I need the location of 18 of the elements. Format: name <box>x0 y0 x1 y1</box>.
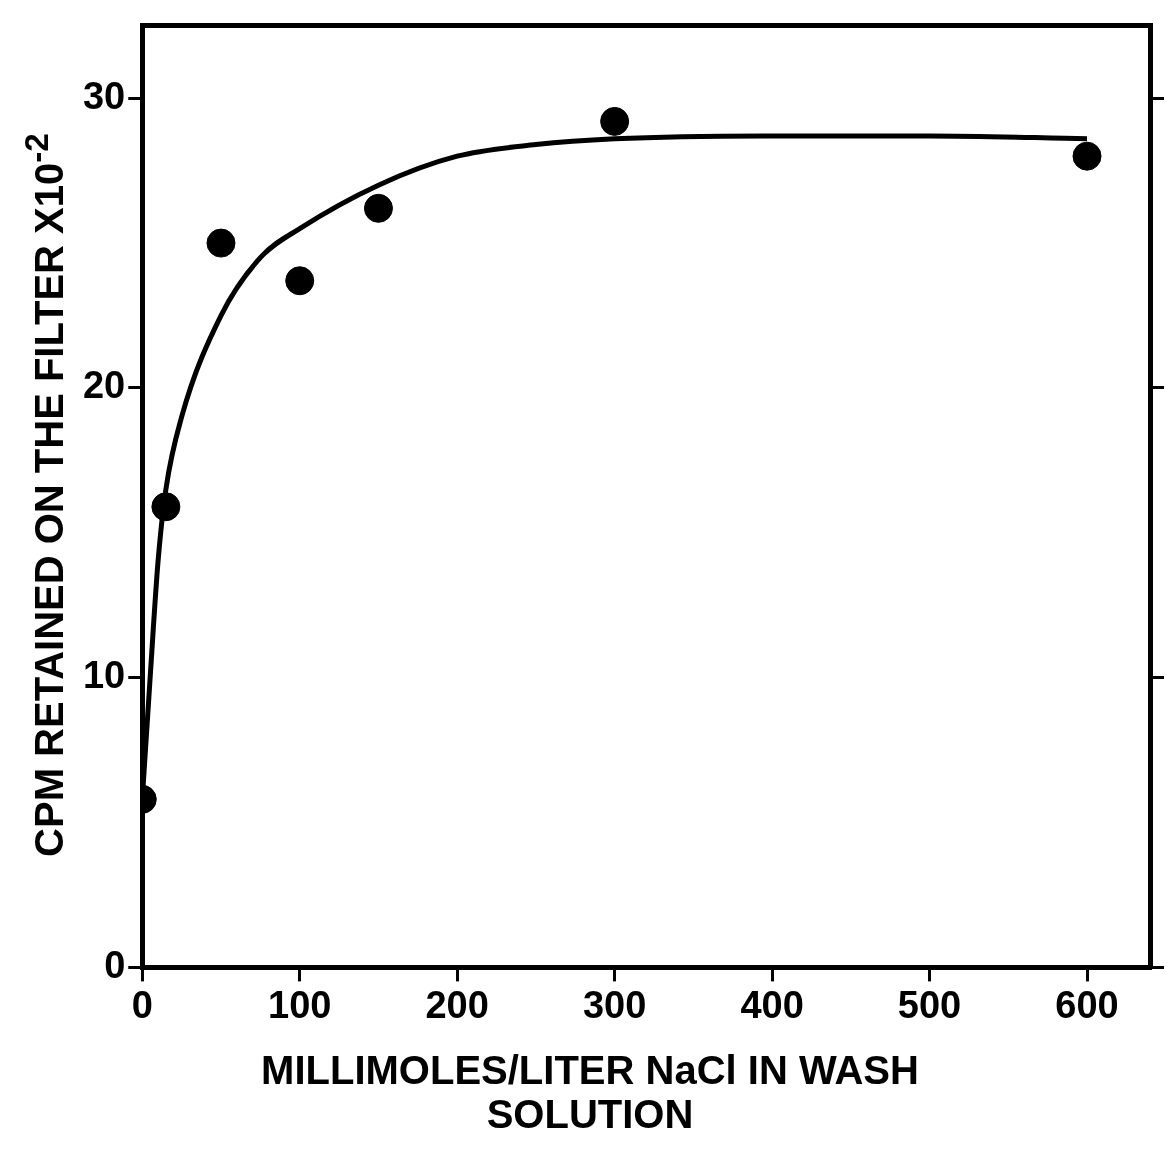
y-tick-label: 20 <box>82 364 126 407</box>
x-tick-label: 600 <box>1055 983 1119 1026</box>
x-tick-label: 300 <box>582 983 647 1026</box>
y-tick-label: 10 <box>82 654 126 697</box>
point <box>206 228 236 258</box>
x-axis-title: MILLIMOLES/LITER NaCl IN WASH SOLUTION <box>260 1048 920 1136</box>
x-tick-label: 500 <box>897 983 962 1026</box>
point <box>151 492 181 522</box>
x-tick-label: 0 <box>131 983 153 1026</box>
y-tick-label: 0 <box>104 943 126 986</box>
x-tick-label: 200 <box>425 983 489 1026</box>
x-tick-label: 400 <box>740 983 804 1026</box>
point <box>600 106 630 136</box>
x-tick-label: 100 <box>268 983 332 1026</box>
y-tick-label: 30 <box>82 74 126 117</box>
point <box>285 266 315 296</box>
point <box>1072 141 1102 171</box>
point <box>363 193 393 223</box>
